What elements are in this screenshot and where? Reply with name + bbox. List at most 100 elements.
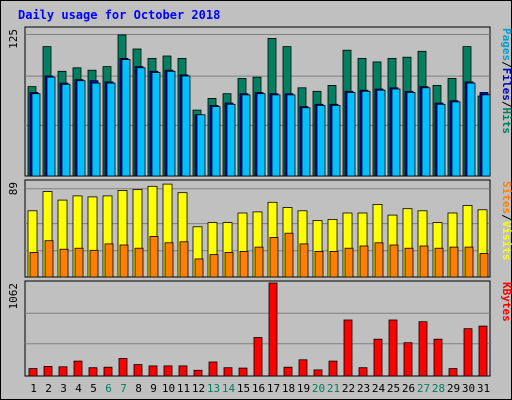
x-tick-label-31: 31: [477, 382, 490, 395]
bar-kbytes-day-3: [58, 366, 68, 377]
x-tick-label-29: 29: [447, 382, 460, 395]
bar-pages-day-4: [76, 80, 86, 177]
bar-sites-day-24: [374, 242, 384, 278]
bar-kbytes-day-10: [163, 365, 173, 377]
bar-sites-day-5: [89, 249, 99, 278]
bar-pages-day-11: [181, 75, 191, 177]
x-tick-label-8: 8: [135, 382, 142, 395]
bar-sites-day-4: [74, 247, 84, 278]
x-tick-label-21: 21: [327, 382, 340, 395]
x-tick-label-30: 30: [462, 382, 475, 395]
bar-sites-day-8: [134, 247, 144, 278]
bar-kbytes-day-6: [103, 366, 113, 377]
bar-sites-day-27: [419, 245, 429, 278]
bar-kbytes-day-30: [463, 328, 473, 377]
bar-pages-day-20: [316, 105, 326, 177]
bar-sites-day-21: [329, 250, 339, 278]
bar-kbytes-day-18: [283, 366, 293, 377]
bar-pages-day-31: [481, 94, 491, 177]
bar-kbytes-day-14: [223, 367, 233, 377]
bar-kbytes-day-28: [433, 338, 443, 377]
bar-kbytes-day-12: [193, 369, 203, 377]
bar-kbytes-day-7: [118, 358, 128, 377]
bar-sites-day-14: [224, 251, 234, 278]
panel-kbytes: 1062 KBytes: [7, 280, 512, 377]
y-max-label: 125: [7, 29, 20, 49]
bar-sites-day-28: [434, 247, 444, 278]
x-tick-label-7: 7: [120, 382, 127, 395]
x-tick-label-24: 24: [372, 382, 386, 395]
x-tick-label-9: 9: [150, 382, 157, 395]
bar-sites-day-15: [239, 250, 249, 278]
x-tick-label-15: 15: [237, 382, 250, 395]
bar-sites-day-3: [59, 248, 69, 278]
bar-sites-day-26: [404, 247, 414, 278]
bar-kbytes-day-8: [133, 364, 143, 377]
bar-pages-day-18: [286, 94, 296, 177]
legend-entry: KBytes: [500, 282, 512, 322]
legend-entry: /: [500, 214, 512, 221]
bar-kbytes-day-27: [418, 321, 428, 377]
bar-pages-day-30: [466, 82, 476, 177]
bar-kbytes-day-4: [73, 360, 83, 377]
bar-pages-day-21: [331, 105, 341, 177]
x-axis-labels: 1 2 3 4 5 6 7 8 9 10 11 12 13 14 15 16 17 18 19 20 21 22 23 24 2…: [30, 382, 490, 395]
legend-entry: Files: [500, 68, 512, 101]
bar-sites-day-6: [104, 243, 114, 278]
bar-sites-day-9: [149, 235, 159, 278]
bar-sites-day-10: [164, 242, 174, 278]
bar-pages-day-27: [421, 87, 431, 177]
x-tick-label-20: 20: [312, 382, 325, 395]
x-tick-label-14: 14: [222, 382, 236, 395]
y-max-label: 89: [7, 182, 20, 195]
bar-sites-day-16: [254, 246, 264, 278]
bar-kbytes-day-1: [28, 368, 38, 377]
x-tick-label-19: 19: [297, 382, 310, 395]
bar-sites-day-20: [314, 250, 324, 278]
bar-sites-day-23: [359, 245, 369, 278]
bar-sites-day-29: [449, 246, 459, 278]
x-tick-label-3: 3: [60, 382, 67, 395]
bar-pages-day-22: [346, 92, 356, 177]
bar-sites-day-17: [269, 237, 279, 278]
x-tick-label-27: 27: [417, 382, 430, 395]
bar-pages-day-12: [196, 114, 206, 177]
bar-pages-day-1: [31, 93, 41, 177]
bar-kbytes-day-17: [268, 282, 278, 377]
bar-kbytes-day-31: [478, 325, 488, 377]
chart-title: Daily usage for October 2018: [18, 8, 220, 22]
bar-pages-day-16: [256, 93, 266, 177]
bar-pages-day-9: [151, 72, 161, 177]
legend-entry: Hits: [500, 108, 512, 135]
bar-kbytes-day-21: [328, 360, 338, 377]
x-tick-label-22: 22: [342, 382, 355, 395]
x-tick-label-23: 23: [357, 382, 370, 395]
bar-pages-day-28: [436, 103, 446, 177]
bar-kbytes-day-26: [403, 342, 413, 377]
x-tick-label-16: 16: [252, 382, 265, 395]
bar-pages-day-19: [301, 107, 311, 177]
bar-sites-day-7: [119, 244, 129, 278]
bar-kbytes-day-11: [178, 365, 188, 377]
bar-pages-day-25: [391, 88, 401, 177]
bar-pages-day-14: [226, 103, 236, 177]
bar-sites-day-11: [179, 241, 189, 278]
bar-kbytes-day-2: [43, 365, 53, 377]
bar-kbytes-day-20: [313, 369, 323, 377]
panel-legend: Sites/Visits: [500, 181, 512, 261]
bar-sites-day-2: [44, 240, 54, 278]
bar-kbytes-day-25: [388, 319, 398, 377]
bar-pages-day-15: [241, 94, 251, 177]
bar-sites-day-12: [194, 258, 204, 278]
bar-sites-day-30: [464, 246, 474, 278]
x-tick-label-6: 6: [105, 382, 112, 395]
legend-entry: /: [500, 61, 512, 68]
x-tick-label-4: 4: [75, 382, 82, 395]
bar-pages-day-2: [46, 76, 56, 177]
bar-kbytes-day-16: [253, 337, 263, 377]
bar-kbytes-day-29: [448, 368, 458, 377]
bar-pages-day-24: [376, 89, 386, 177]
bar-pages-day-23: [361, 90, 371, 177]
x-tick-label-5: 5: [90, 382, 97, 395]
